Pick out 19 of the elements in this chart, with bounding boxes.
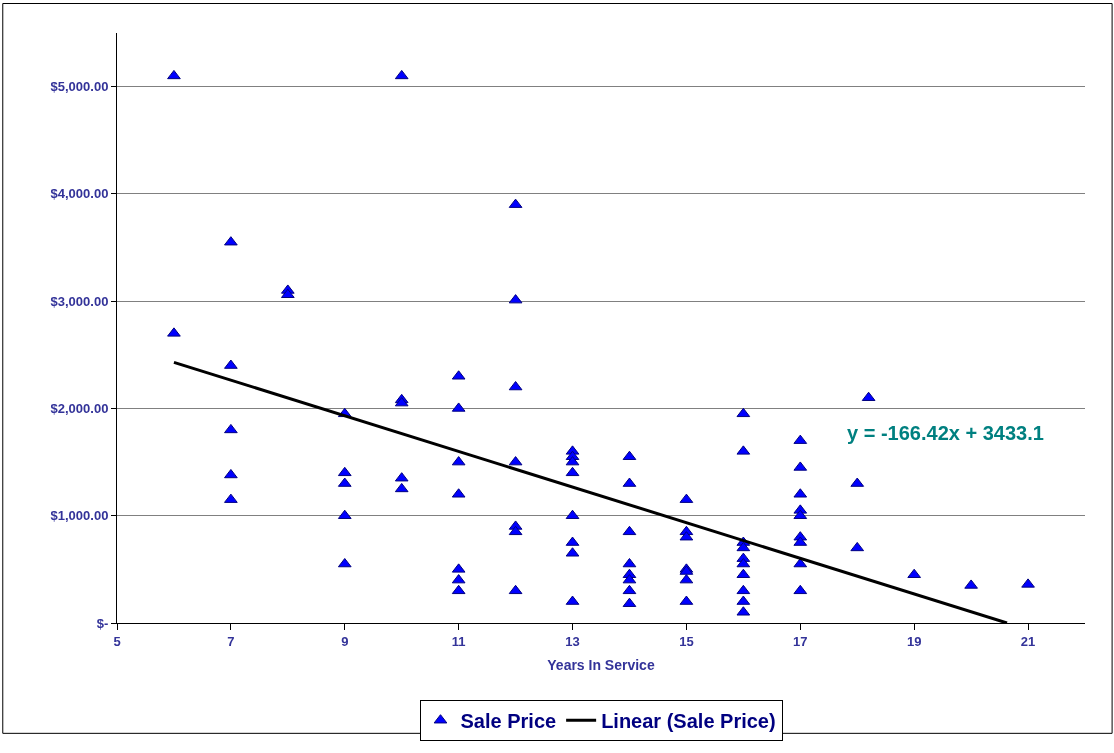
x-tick-label: 7 xyxy=(227,633,235,649)
y-tick-label: $3,000.00 xyxy=(50,293,109,309)
x-tick-label: 17 xyxy=(793,633,808,649)
x-tick-label: 5 xyxy=(113,633,121,649)
y-tick-label: $1,000.00 xyxy=(50,508,109,524)
x-tick-label: 9 xyxy=(341,633,349,649)
x-tick-label: 15 xyxy=(679,633,694,649)
y-tick-label: $2,000.00 xyxy=(50,401,109,416)
legend-label: Linear (Sale Price) xyxy=(601,710,776,732)
y-tick-label: $- xyxy=(96,615,109,631)
x-axis-title: Years In Service xyxy=(547,656,655,673)
x-tick-label: 11 xyxy=(451,633,466,649)
x-tick-label: 19 xyxy=(906,633,922,649)
annotation: y = -166.42x + 3433.1 xyxy=(847,422,1044,444)
y-tick-label: $4,000.00 xyxy=(50,186,109,202)
legend-label: Sale Price xyxy=(460,710,557,732)
x-tick-label: 21 xyxy=(1020,633,1036,649)
y-tick-label: $5,000.00 xyxy=(50,79,109,95)
x-tick-label: 13 xyxy=(565,633,580,649)
